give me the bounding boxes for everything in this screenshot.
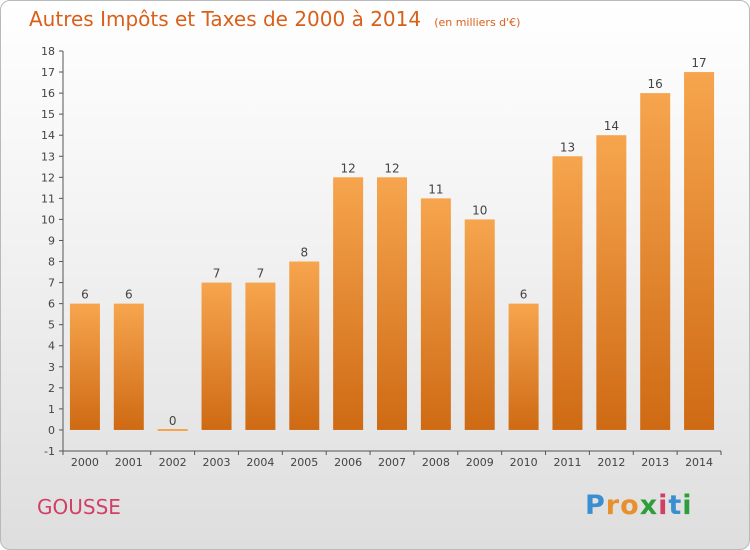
value-label-2008: 11 [428,182,443,196]
x-tick-label-2007: 2007 [378,456,406,469]
bar-2011 [552,156,583,430]
brand-letter: P [585,490,606,521]
bar-2014 [684,72,715,430]
bar-2010 [508,303,539,430]
bar-2013 [640,93,671,430]
y-tick-label: 1 [48,403,55,416]
y-tick-label: 9 [48,234,55,247]
value-label-2000: 6 [81,288,89,302]
y-tick-label: 18 [41,45,55,58]
bar-2009 [464,219,495,430]
x-tick-label-2013: 2013 [641,456,669,469]
brand-letter: o [620,490,640,521]
x-tick-label-2000: 2000 [71,456,99,469]
x-tick-label-2010: 2010 [510,456,538,469]
y-tick-label: 15 [41,108,55,121]
commune-name: GOUSSE [37,495,121,519]
y-tick-label: 16 [41,87,55,100]
y-tick-label: 3 [48,361,55,374]
value-label-2007: 12 [384,161,399,175]
y-tick-label: 8 [48,256,55,269]
bar-2001 [113,303,144,430]
proxiti-logo: Proxiti [585,490,693,521]
brand-letter: i [682,490,693,521]
value-label-2009: 10 [472,203,487,217]
value-label-2003: 7 [213,267,221,281]
x-tick-label-2008: 2008 [422,456,450,469]
chart-title: Autres Impôts et Taxes de 2000 à 2014 [29,7,422,31]
x-tick-label-2011: 2011 [553,456,581,469]
brand-letter: i [658,490,669,521]
x-tick-label-2006: 2006 [334,456,362,469]
y-tick-label: -1 [44,445,55,458]
x-tick-label-2002: 2002 [159,456,187,469]
bar-2008 [420,198,451,430]
value-label-2011: 13 [560,140,575,154]
brand-letter: t [668,490,683,521]
bar-2012 [596,135,627,430]
value-label-2010: 6 [520,288,528,302]
value-label-2004: 7 [257,267,265,281]
y-tick-label: 0 [48,424,55,437]
y-tick-label: 5 [48,319,55,332]
y-tick-label: 17 [41,66,55,79]
value-label-2014: 17 [691,56,706,70]
y-tick-label: 7 [48,277,55,290]
bar-2006 [333,177,364,430]
x-tick-label-2005: 2005 [290,456,318,469]
value-label-2002: 0 [169,414,177,428]
x-tick-label-2009: 2009 [466,456,494,469]
y-tick-label: 2 [48,382,55,395]
value-label-2001: 6 [125,288,133,302]
y-tick-label: 6 [48,298,55,311]
x-tick-label-2001: 2001 [115,456,143,469]
bar-2004 [245,282,276,430]
bar-2005 [289,261,320,430]
brand-letter: x [639,490,659,521]
bar-2000 [69,303,100,430]
y-tick-label: 14 [41,129,55,142]
value-label-2012: 14 [604,119,619,133]
bar-2003 [201,282,232,430]
x-tick-label-2014: 2014 [685,456,713,469]
y-tick-label: 12 [41,171,55,184]
chart-subtitle: (en milliers d'€) [434,16,521,29]
value-label-2013: 16 [648,77,663,91]
value-label-2006: 12 [340,161,355,175]
brand-letter: r [605,490,621,521]
x-tick-label-2004: 2004 [246,456,274,469]
x-tick-label-2003: 2003 [203,456,231,469]
y-tick-label: 10 [41,213,55,226]
chart-title-block: Autres Impôts et Taxes de 2000 à 2014 (e… [29,7,520,31]
bar-2007 [377,177,407,430]
y-tick-label: 11 [41,192,55,205]
y-tick-label: 13 [41,150,55,163]
x-tick-label-2012: 2012 [597,456,625,469]
y-tick-label: 4 [48,340,55,353]
value-label-2005: 8 [300,246,308,260]
